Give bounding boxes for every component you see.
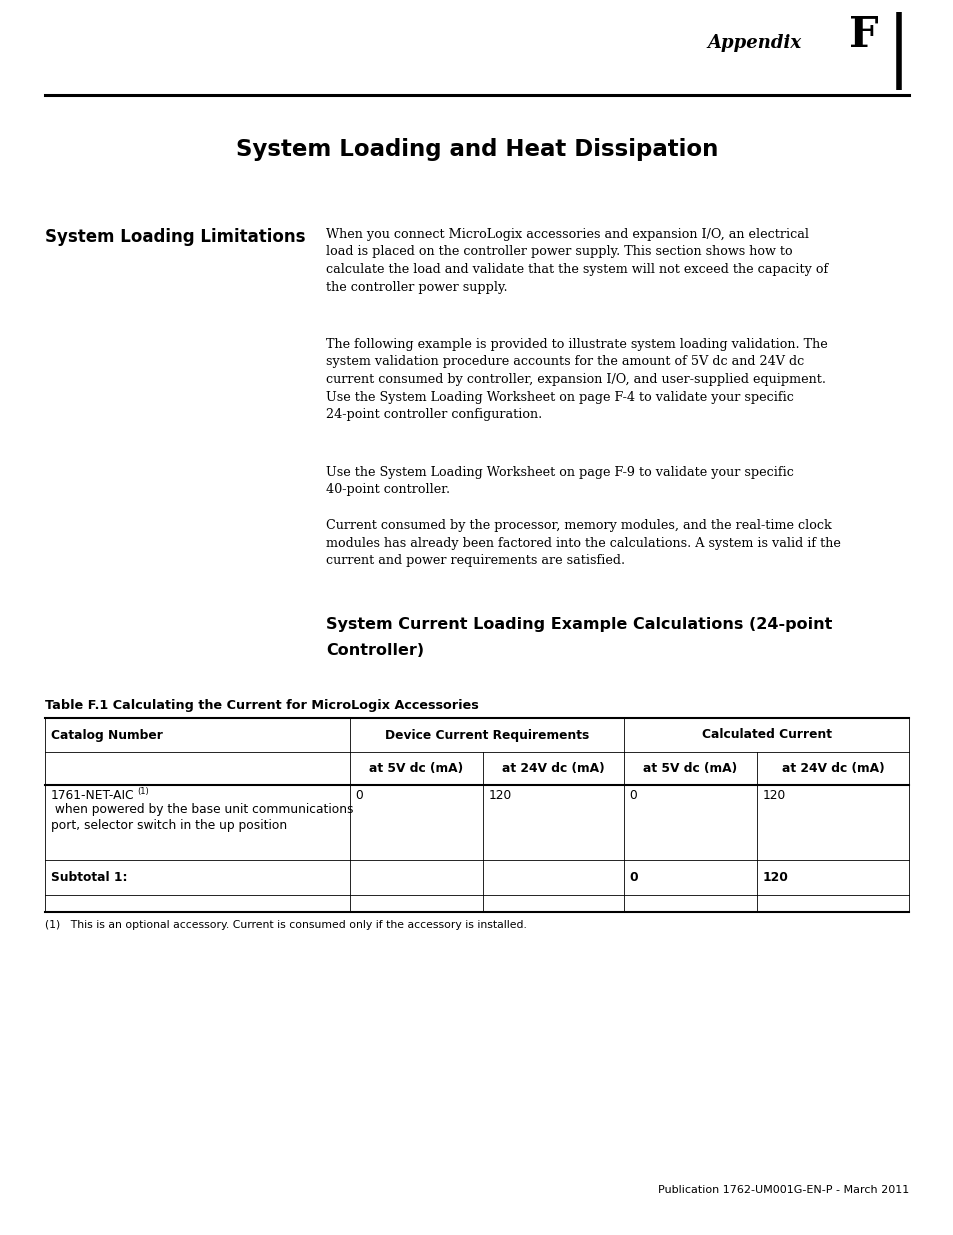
Text: System Current Loading Example Calculations (24-point: System Current Loading Example Calculati… xyxy=(326,618,832,632)
Text: 0: 0 xyxy=(629,789,637,802)
Text: at 24V dc (mA): at 24V dc (mA) xyxy=(781,762,883,776)
Text: 120: 120 xyxy=(762,871,788,884)
Text: Catalog Number: Catalog Number xyxy=(51,729,162,741)
Text: Controller): Controller) xyxy=(326,643,424,658)
Text: 1761-NET-AIC: 1761-NET-AIC xyxy=(51,789,134,802)
Text: at 5V dc (mA): at 5V dc (mA) xyxy=(369,762,463,776)
Text: Appendix: Appendix xyxy=(706,35,801,52)
Text: 0: 0 xyxy=(355,789,363,802)
Text: Current consumed by the processor, memory modules, and the real-time clock
modul: Current consumed by the processor, memor… xyxy=(326,519,841,567)
Text: 120: 120 xyxy=(762,789,785,802)
Text: Use the System Loading Worksheet on page F-9 to validate your specific
40-point : Use the System Loading Worksheet on page… xyxy=(326,466,793,496)
Text: at 5V dc (mA): at 5V dc (mA) xyxy=(642,762,737,776)
Text: (1): (1) xyxy=(137,787,149,797)
Text: Calculated Current: Calculated Current xyxy=(700,729,831,741)
Text: when powered by the base unit communications
port, selector switch in the up pos: when powered by the base unit communicat… xyxy=(51,803,353,832)
Text: 120: 120 xyxy=(488,789,512,802)
Text: When you connect MicroLogix accessories and expansion I/O, an electrical
load is: When you connect MicroLogix accessories … xyxy=(326,228,827,294)
Text: The following example is provided to illustrate system loading validation. The
s: The following example is provided to ill… xyxy=(326,338,827,421)
Text: Publication 1762-UM001G-EN-P - March 2011: Publication 1762-UM001G-EN-P - March 201… xyxy=(658,1186,908,1195)
Text: Subtotal 1:: Subtotal 1: xyxy=(51,871,127,884)
Text: 0: 0 xyxy=(629,871,638,884)
Text: F: F xyxy=(848,14,878,56)
Text: (1)   This is an optional accessory. Current is consumed only if the accessory i: (1) This is an optional accessory. Curre… xyxy=(45,920,526,930)
Text: Device Current Requirements: Device Current Requirements xyxy=(384,729,588,741)
Text: at 24V dc (mA): at 24V dc (mA) xyxy=(501,762,604,776)
Text: System Loading and Heat Dissipation: System Loading and Heat Dissipation xyxy=(235,138,718,161)
Text: Table F.1 Calculating the Current for MicroLogix Accessories: Table F.1 Calculating the Current for Mi… xyxy=(45,699,478,713)
Text: System Loading Limitations: System Loading Limitations xyxy=(45,228,305,246)
